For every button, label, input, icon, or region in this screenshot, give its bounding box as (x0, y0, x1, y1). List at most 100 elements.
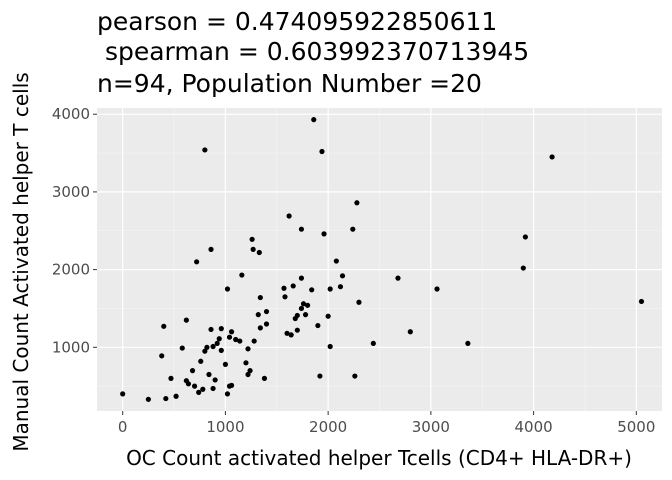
data-point (356, 299, 362, 305)
data-point (206, 371, 212, 378)
data-point (210, 385, 216, 392)
data-point (245, 371, 251, 378)
data-point (282, 294, 288, 300)
x-axis-ticks: 0 1000 2000 3000 4000 5000 (118, 411, 655, 436)
data-point (159, 353, 165, 359)
data-point (327, 286, 333, 292)
data-point (228, 329, 235, 335)
data-point (290, 283, 296, 289)
data-point (243, 360, 249, 366)
data-point (315, 322, 321, 329)
data-point (163, 395, 169, 402)
data-point (247, 368, 253, 374)
data-point (145, 396, 151, 402)
data-point (395, 275, 401, 281)
data-point (250, 246, 256, 252)
data-point (522, 234, 528, 240)
data-point (120, 391, 126, 397)
title-n-population: n=94, Population Number =20 (97, 69, 482, 98)
data-point (239, 272, 245, 278)
data-point (161, 323, 167, 329)
x-tick-label: 4000 (514, 418, 552, 436)
data-point (257, 325, 263, 331)
data-point (214, 340, 220, 347)
data-point (284, 330, 290, 336)
data-point (298, 226, 305, 232)
x-tick-label: 3000 (412, 418, 450, 436)
data-point (196, 389, 202, 395)
data-point (202, 348, 208, 354)
data-point (288, 332, 294, 338)
data-point (549, 154, 555, 160)
data-point (218, 347, 224, 353)
data-point (263, 321, 270, 327)
y-axis-ticks: 1000 2000 3000 4000 (52, 105, 97, 356)
data-point (202, 147, 208, 153)
data-point (263, 308, 270, 315)
minor-gridlines (97, 108, 662, 411)
data-point (337, 284, 344, 290)
title-spearman: spearman = 0.603992370713945 (97, 37, 530, 66)
x-axis-title: OC Count activated helper Tcells (CD4+ H… (126, 446, 632, 470)
data-point (520, 265, 526, 271)
data-point (319, 148, 325, 155)
data-point (237, 338, 243, 344)
data-point (179, 345, 185, 351)
data-point (216, 336, 222, 342)
data-point (294, 327, 300, 333)
data-point (222, 361, 229, 367)
data-point (226, 334, 233, 340)
x-tick-label: 2000 (309, 418, 347, 436)
data-point (294, 312, 300, 319)
data-point (168, 375, 174, 381)
data-point (228, 382, 235, 388)
data-point (300, 301, 307, 307)
major-gridlines (97, 108, 662, 411)
data-point (249, 236, 255, 242)
data-point (173, 393, 179, 399)
data-point (298, 305, 305, 312)
y-tick-label: 3000 (52, 183, 90, 201)
data-point (370, 340, 376, 347)
data-point (309, 287, 315, 293)
data-point (333, 258, 339, 264)
y-tick-label: 4000 (52, 105, 90, 123)
data-point (198, 358, 204, 364)
data-point (354, 200, 360, 206)
data-point (204, 344, 210, 350)
data-point (638, 298, 645, 305)
data-point (325, 313, 331, 319)
data-point (224, 391, 231, 397)
data-point (256, 249, 262, 256)
data-point (321, 231, 327, 237)
data-point (233, 336, 239, 343)
data-point (304, 302, 311, 308)
data-point (210, 343, 216, 350)
data-point (218, 326, 224, 332)
data-point (185, 381, 192, 387)
x-tick-label: 5000 (617, 418, 655, 436)
data-point (352, 373, 358, 379)
data-point (434, 286, 440, 292)
data-point (191, 383, 198, 389)
y-axis-title: Manual Count Activated helper T cells (9, 72, 33, 451)
data-point (208, 326, 214, 333)
data-points (120, 117, 645, 402)
data-point (224, 286, 231, 292)
x-tick-label: 1000 (206, 418, 244, 436)
data-point (311, 117, 317, 123)
data-point (245, 346, 251, 352)
data-point (281, 285, 287, 291)
data-point (200, 386, 206, 392)
y-tick-label: 1000 (52, 338, 90, 356)
data-point (251, 338, 257, 344)
data-point (407, 329, 413, 335)
data-point (317, 373, 323, 379)
data-point (212, 377, 218, 383)
data-point (183, 317, 189, 323)
data-point (298, 275, 305, 281)
data-point (339, 273, 346, 279)
data-point (302, 312, 309, 318)
data-point (255, 312, 261, 318)
data-point (350, 226, 356, 232)
